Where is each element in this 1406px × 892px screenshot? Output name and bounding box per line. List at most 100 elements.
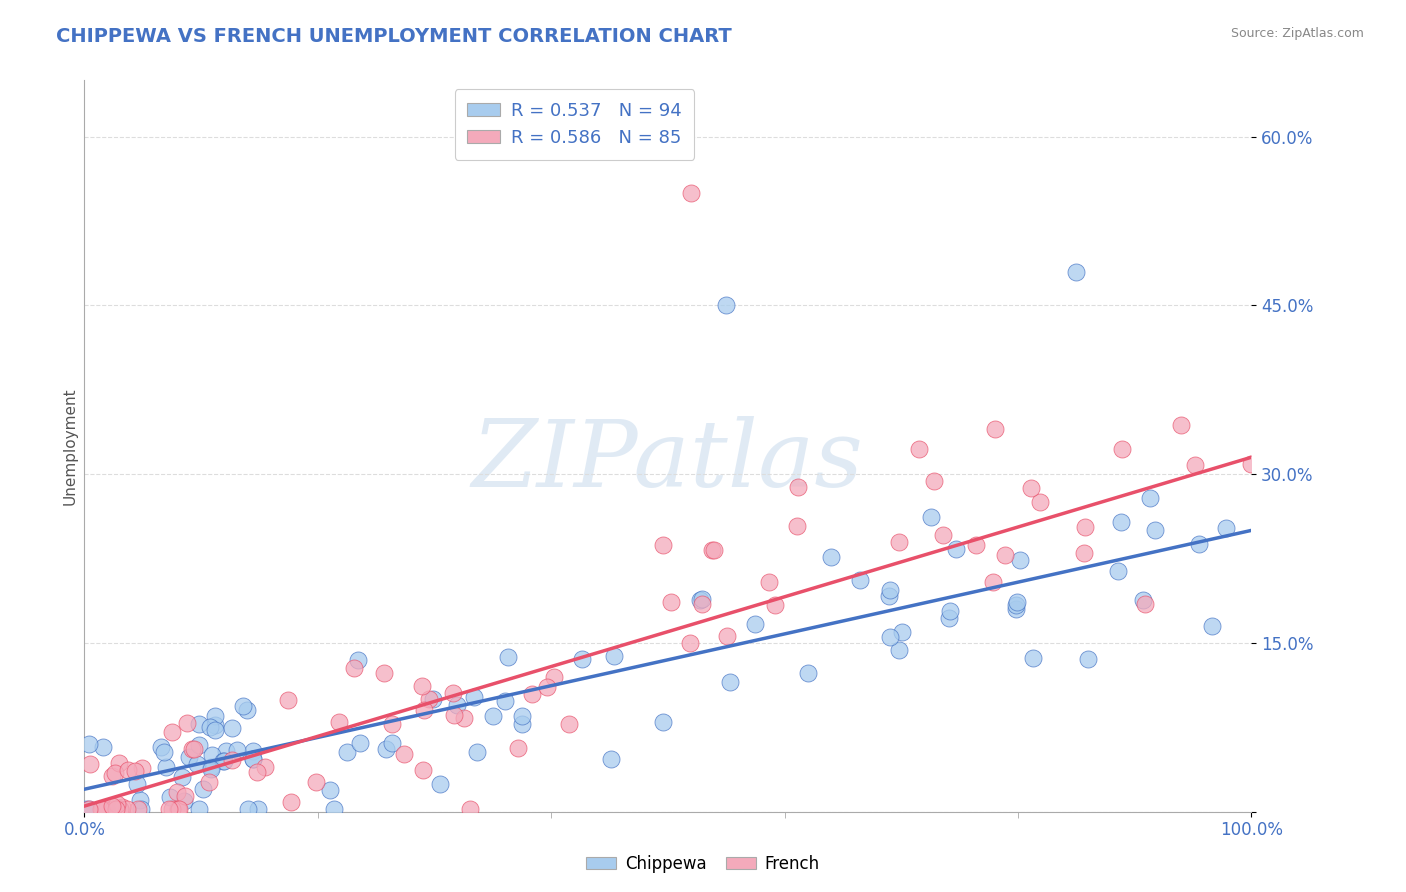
Point <box>167 802 190 816</box>
Point <box>381 736 404 750</box>
Point <box>482 709 505 723</box>
Point <box>891 625 914 640</box>
Point <box>159 790 181 805</box>
Point <box>77 802 100 816</box>
Point <box>938 611 960 625</box>
Point <box>381 716 404 731</box>
Point <box>166 802 188 816</box>
Point <box>1111 442 1133 457</box>
Point <box>889 535 911 549</box>
Point <box>945 542 967 557</box>
Point <box>787 480 810 494</box>
Point <box>160 802 183 816</box>
Point <box>422 692 444 706</box>
Point <box>322 802 344 816</box>
Point <box>1184 458 1206 472</box>
Point <box>820 550 842 565</box>
Point <box>1133 597 1156 611</box>
Point <box>887 643 910 657</box>
Point <box>879 630 901 644</box>
Point <box>343 661 366 675</box>
Point <box>104 766 127 780</box>
Point <box>465 745 488 759</box>
Point <box>105 802 128 816</box>
Point <box>1215 521 1237 535</box>
Point <box>221 753 243 767</box>
Point <box>90 802 112 816</box>
Point <box>786 519 808 533</box>
Point <box>1073 520 1095 534</box>
Point <box>981 574 1004 589</box>
Point <box>242 751 264 765</box>
Point <box>412 764 434 778</box>
Point <box>103 802 125 816</box>
Point <box>200 762 222 776</box>
Legend: R = 0.537   N = 94, R = 0.586   N = 85: R = 0.537 N = 94, R = 0.586 N = 85 <box>454 89 695 160</box>
Point <box>520 688 543 702</box>
Point <box>659 595 682 609</box>
Point <box>1143 523 1166 537</box>
Point <box>204 723 226 737</box>
Point <box>198 775 221 789</box>
Point <box>924 474 946 488</box>
Point <box>183 742 205 756</box>
Text: Source: ZipAtlas.com: Source: ZipAtlas.com <box>1230 27 1364 40</box>
Point <box>510 709 533 723</box>
Point <box>429 777 451 791</box>
Point <box>558 716 581 731</box>
Point <box>214 754 236 768</box>
Point <box>125 777 148 791</box>
Point <box>703 542 725 557</box>
Point <box>173 794 195 808</box>
Point <box>215 744 238 758</box>
Point <box>848 573 870 587</box>
Point <box>599 751 621 765</box>
Point <box>716 629 738 643</box>
Point <box>965 538 987 552</box>
Point <box>177 750 200 764</box>
Point <box>394 747 416 762</box>
Point <box>204 717 226 731</box>
Point <box>1201 618 1223 632</box>
Point <box>1073 547 1095 561</box>
Point <box>1004 602 1026 616</box>
Point <box>443 708 465 723</box>
Point <box>167 802 190 816</box>
Point <box>681 186 703 200</box>
Point <box>176 715 198 730</box>
Point <box>115 802 138 816</box>
Point <box>191 782 214 797</box>
Point <box>1077 652 1099 666</box>
Point <box>181 742 204 756</box>
Point <box>108 756 131 771</box>
Point <box>441 686 464 700</box>
Point <box>128 793 150 807</box>
Point <box>920 509 942 524</box>
Point <box>652 537 675 551</box>
Point <box>1004 599 1026 613</box>
Point <box>238 802 260 816</box>
Point <box>716 298 738 312</box>
Point <box>690 591 713 606</box>
Point <box>413 703 436 717</box>
Point <box>246 765 269 780</box>
Point <box>796 665 818 680</box>
Point <box>188 716 211 731</box>
Point <box>1007 595 1029 609</box>
Legend: Chippewa, French: Chippewa, French <box>579 848 827 880</box>
Point <box>111 799 134 814</box>
Point <box>877 589 900 603</box>
Point <box>879 582 901 597</box>
Point <box>349 736 371 750</box>
Point <box>1188 537 1211 551</box>
Point <box>679 635 702 649</box>
Point <box>328 714 350 729</box>
Point <box>689 592 711 607</box>
Point <box>536 680 558 694</box>
Point <box>690 597 713 611</box>
Point <box>101 798 124 813</box>
Point <box>150 739 173 754</box>
Point <box>100 769 122 783</box>
Point <box>744 617 766 632</box>
Point <box>1066 264 1088 278</box>
